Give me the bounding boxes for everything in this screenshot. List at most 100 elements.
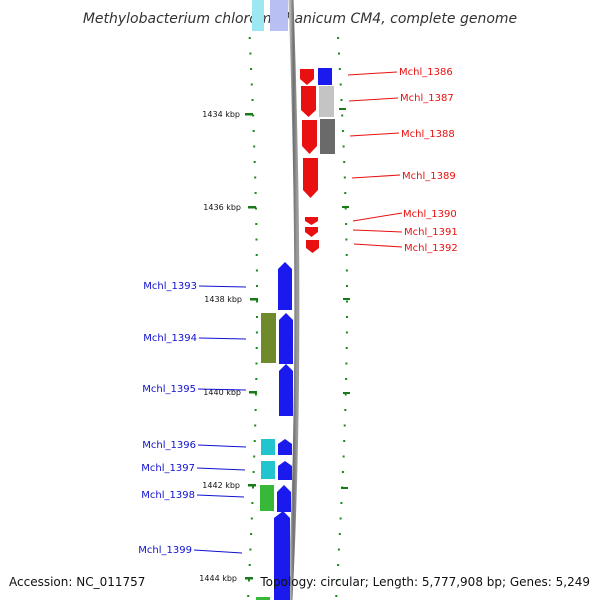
scale-label: 1438 kbp (204, 295, 242, 304)
ring-dot (250, 517, 253, 520)
gene-mchl-1397[interactable] (278, 461, 292, 480)
ring-dot (336, 579, 339, 582)
ring-dot (256, 316, 258, 318)
gene-label-mchl-1396[interactable]: Mchl_1396 (142, 440, 196, 451)
ring-dot (256, 300, 258, 303)
gene-mchl-1386[interactable] (300, 69, 314, 85)
ring-dot (341, 130, 344, 132)
gene-label-mchl-1389[interactable]: Mchl_1389 (402, 171, 456, 182)
ring-dot (255, 362, 258, 365)
ring-dot (341, 114, 344, 117)
ring-dot (249, 548, 252, 551)
topology-text: Topology: circular; Length: 5,777,908 bp… (260, 575, 590, 589)
scale-tick-1438: 1438 kbp (204, 295, 258, 304)
scale-label: 1440 kbp (203, 388, 241, 397)
scale-tick-1442: 1442 kbp (202, 481, 256, 490)
gene-mchl-1393[interactable] (278, 262, 292, 310)
scale-tick-1444: 1444 kbp (199, 574, 253, 583)
ring-dot (344, 192, 347, 194)
feature-box-cyan (261, 439, 275, 455)
gene-label-mchl-1393[interactable]: Mchl_1393 (143, 281, 197, 292)
dotted-ring-left (247, 37, 258, 597)
gene-label-mchl-1397[interactable]: Mchl_1397 (141, 463, 195, 474)
gene-mchl-1395[interactable] (279, 364, 293, 416)
ring-dot (342, 145, 345, 148)
gene-mchl-1399[interactable] (274, 511, 290, 600)
ring-dash (343, 392, 350, 394)
ring-dot (337, 548, 340, 551)
ring-dot (344, 409, 347, 411)
ring-dash (339, 108, 346, 110)
scale-label: 1442 kbp (202, 481, 240, 490)
gene-mchl-1391[interactable] (305, 227, 318, 237)
ring-dot (251, 99, 254, 101)
gene-label-mchl-1392[interactable]: Mchl_1392 (404, 243, 458, 254)
ring-dot (253, 455, 256, 458)
ring-dot (256, 285, 258, 287)
label-leader (197, 388, 247, 391)
ring-dot (250, 68, 253, 70)
ring-dot (247, 595, 250, 597)
map-title: Methylobacterium chloromethanicum CM4, c… (83, 11, 517, 27)
label-leader (198, 337, 247, 340)
accession-text: Accession: NC_011757 (9, 575, 146, 589)
ring-dot (255, 238, 258, 241)
partial-gene-cyan (252, 0, 264, 31)
feature-box-green (256, 597, 270, 600)
ring-dot (254, 424, 257, 427)
gene-label-mchl-1387[interactable]: Mchl_1387 (400, 93, 454, 104)
label-leader (352, 229, 403, 233)
gene-label-mchl-1395[interactable]: Mchl_1395 (142, 384, 196, 395)
ring-dot (253, 145, 256, 148)
gene-label-mchl-1391[interactable]: Mchl_1391 (404, 227, 458, 238)
ring-dot (338, 68, 341, 70)
label-leader (196, 494, 245, 498)
ring-dot (343, 440, 346, 442)
gene-mchl-1390[interactable] (305, 217, 318, 225)
ring-dot (255, 331, 258, 334)
ring-dot (345, 378, 348, 380)
gene-mchl-1389[interactable] (303, 158, 318, 198)
label-leader (349, 132, 400, 137)
ring-dot (337, 37, 340, 39)
ring-dot (345, 269, 348, 272)
gene-label-mchl-1399[interactable]: Mchl_1399 (138, 545, 192, 556)
feature-box-green (260, 485, 274, 511)
label-leader (347, 71, 398, 76)
ring-dot (345, 223, 348, 225)
ring-dot (343, 424, 346, 427)
ring-dot (346, 300, 348, 303)
ring-dot (345, 347, 348, 349)
ring-dot (343, 176, 346, 179)
gene-mchl-1387[interactable] (301, 86, 316, 117)
gene-mchl-1392[interactable] (306, 240, 319, 253)
gene-mchl-1396[interactable] (278, 439, 292, 455)
dotted-ring-right (335, 37, 348, 597)
label-leader (351, 174, 401, 179)
ring-dot (340, 99, 343, 101)
ring-dot (255, 347, 258, 349)
feature-box-cyan (261, 461, 275, 479)
ring-dot (254, 393, 257, 396)
gene-mchl-1388[interactable] (302, 120, 317, 154)
gene-label-mchl-1394[interactable]: Mchl_1394 (143, 333, 197, 344)
gene-mchl-1394[interactable] (279, 313, 293, 364)
ring-dot (345, 254, 348, 256)
ring-dot (254, 192, 257, 194)
label-leader (197, 444, 247, 448)
ring-dot (341, 471, 344, 473)
gene-label-mchl-1386[interactable]: Mchl_1386 (399, 67, 453, 78)
label-leader (348, 97, 399, 102)
ring-dot (248, 564, 251, 566)
label-leader (193, 549, 243, 554)
ring-dash (342, 206, 349, 208)
gene-label-mchl-1388[interactable]: Mchl_1388 (401, 129, 455, 140)
ring-dot (254, 409, 257, 411)
partial-gene-blue (270, 0, 288, 31)
ring-dot (335, 595, 338, 597)
gene-label-mchl-1398[interactable]: Mchl_1398 (141, 490, 195, 501)
genome-backbone (287, 0, 300, 600)
gene-mchl-1398[interactable] (277, 485, 291, 512)
gene-label-mchl-1390[interactable]: Mchl_1390 (403, 209, 457, 220)
